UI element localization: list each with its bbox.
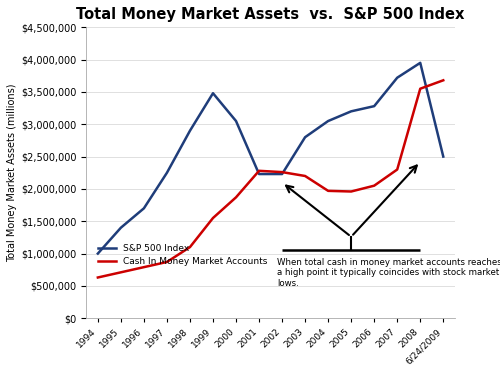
Cash In Money Market Accounts bbox=[279, 170, 285, 174]
S&P 500 Index bbox=[141, 206, 147, 210]
Text: When total cash in money market accounts reaches
a high point it typically coinc: When total cash in money market accounts… bbox=[278, 258, 500, 288]
S&P 500 Index bbox=[164, 170, 170, 175]
Legend: S&P 500 Index, Cash In Money Market Accounts: S&P 500 Index, Cash In Money Market Acco… bbox=[94, 240, 272, 270]
S&P 500 Index bbox=[302, 135, 308, 140]
S&P 500 Index bbox=[187, 128, 193, 133]
Y-axis label: Total Money Market Assets (millions): Total Money Market Assets (millions) bbox=[7, 84, 17, 262]
Cash In Money Market Accounts bbox=[371, 184, 377, 188]
Cash In Money Market Accounts bbox=[256, 169, 262, 173]
S&P 500 Index bbox=[256, 172, 262, 176]
Line: S&P 500 Index: S&P 500 Index bbox=[98, 63, 444, 254]
Cash In Money Market Accounts bbox=[210, 216, 216, 220]
Cash In Money Market Accounts bbox=[141, 265, 147, 269]
Cash In Money Market Accounts bbox=[394, 167, 400, 172]
S&P 500 Index bbox=[440, 154, 446, 159]
Cash In Money Market Accounts bbox=[348, 189, 354, 194]
S&P 500 Index bbox=[394, 75, 400, 80]
Cash In Money Market Accounts bbox=[417, 87, 423, 91]
S&P 500 Index bbox=[417, 60, 423, 65]
S&P 500 Index bbox=[279, 172, 285, 176]
Cash In Money Market Accounts bbox=[325, 189, 331, 193]
S&P 500 Index bbox=[210, 91, 216, 95]
Title: Total Money Market Assets  vs.  S&P 500 Index: Total Money Market Assets vs. S&P 500 In… bbox=[76, 7, 464, 22]
Cash In Money Market Accounts bbox=[233, 195, 239, 200]
Cash In Money Market Accounts bbox=[440, 78, 446, 82]
Cash In Money Market Accounts bbox=[164, 260, 170, 264]
Cash In Money Market Accounts bbox=[95, 275, 101, 280]
S&P 500 Index bbox=[371, 104, 377, 109]
S&P 500 Index bbox=[95, 251, 101, 256]
S&P 500 Index bbox=[118, 225, 124, 230]
Cash In Money Market Accounts bbox=[118, 270, 124, 275]
S&P 500 Index bbox=[233, 119, 239, 123]
Cash In Money Market Accounts bbox=[187, 245, 193, 249]
S&P 500 Index bbox=[325, 119, 331, 123]
Line: Cash In Money Market Accounts: Cash In Money Market Accounts bbox=[98, 80, 444, 278]
Cash In Money Market Accounts bbox=[302, 174, 308, 178]
S&P 500 Index bbox=[348, 109, 354, 113]
